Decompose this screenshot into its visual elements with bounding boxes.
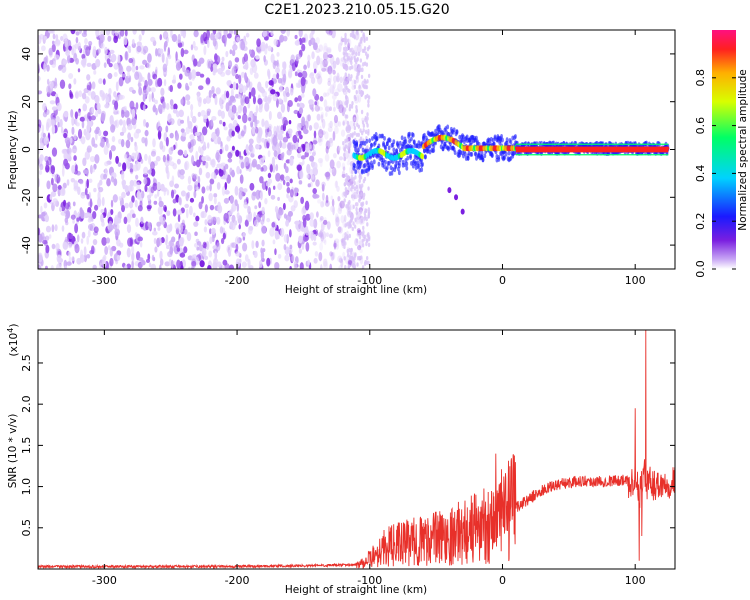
snr-series-line: [38, 330, 675, 569]
trail-spot: [454, 194, 459, 201]
y-tick-label: 0: [20, 146, 33, 153]
colorbar-tick-label: 0.0: [694, 260, 707, 278]
y-tick-label: -20: [20, 188, 33, 206]
snr-y-axis: 0.5 1.0 1.5 2.0 2.5: [20, 354, 675, 537]
colorbar-ticks: 0.0 0.2 0.4 0.6 0.8: [694, 69, 736, 278]
snr-panel: -300 -200 -100 0 100 0.5 1.0 1.5 2.0 2.5 Height …: [6, 324, 676, 596]
colorbar-tick-label: 0.4: [694, 165, 707, 183]
colorbar-gradient: [712, 30, 736, 269]
chart-title: C2E1.2023.210.05.15.G20: [264, 2, 449, 18]
x-tick-label: -200: [225, 574, 250, 587]
y-tick-label: 40: [20, 47, 33, 61]
y-tick-label: -40: [20, 236, 33, 254]
y-tick-label: 20: [20, 95, 33, 109]
x-tick-label: 100: [625, 274, 646, 287]
x-tick-label: -300: [92, 574, 117, 587]
x-tick-label: -300: [92, 274, 117, 287]
snr-x-label: Height of straight line (km): [285, 584, 427, 596]
y-tick-label: 0.5: [20, 519, 33, 537]
snr-x-axis: -300 -200 -100 0 100: [92, 330, 646, 587]
x-tick-label: 0: [499, 274, 506, 287]
snr-plot-frame: [37, 329, 676, 570]
x-tick-label: 0: [499, 574, 506, 587]
x-tick-label: -100: [357, 574, 382, 587]
colorbar-tick-label: 0.8: [694, 69, 707, 87]
y-tick-label: 2.5: [20, 354, 33, 372]
y-tick-label: 2.0: [20, 395, 33, 413]
colorbar-tick-label: 0.6: [694, 117, 707, 135]
x-tick-label: -200: [225, 274, 250, 287]
spectrogram-x-label: Height of straight line (km): [285, 284, 427, 296]
x-tick-label: 100: [625, 574, 646, 587]
trail-spot: [460, 208, 465, 215]
snr-y-label: SNR (10 * v/v): [7, 414, 19, 489]
colorbar: 0.0 0.2 0.4 0.6 0.8 Normalized spectral ampl…: [694, 30, 749, 278]
colorbar-tick-label: 0.2: [694, 212, 707, 230]
spectrogram-heatmap: [38, 30, 670, 269]
trail-spot: [447, 187, 452, 194]
x-tick-label: -100: [357, 274, 382, 287]
colorbar-label: Normalized spectral amplitude: [737, 69, 749, 230]
spectrogram-y-axis: -40 -20 0 20 40: [20, 47, 675, 254]
snr-scale-label: (x104): [6, 324, 20, 357]
y-tick-label: 1.5: [20, 437, 33, 455]
spectrogram-x-axis: -300 -200 -100 0 100: [92, 30, 646, 287]
y-tick-label: 1.0: [20, 478, 33, 496]
spectrogram-y-label: Frequency (Hz): [7, 110, 19, 189]
